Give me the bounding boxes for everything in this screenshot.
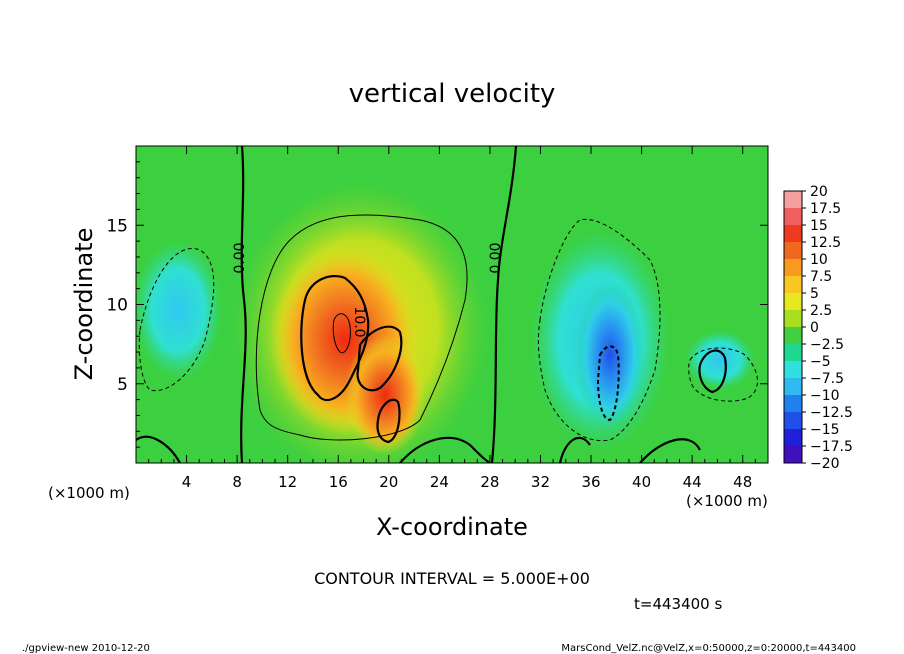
x-tick-label: 32 (531, 473, 550, 491)
contour-15 (332, 313, 351, 354)
x-tick-label: 28 (480, 473, 499, 491)
contour-interval: CONTOUR INTERVAL = 5.000E+00 (314, 569, 590, 588)
chart-title: vertical velocity (349, 79, 556, 109)
heatmap-field (136, 146, 768, 463)
y-axis: 5 10 15 (106, 161, 768, 448)
x-axis-label: X-coordinate (376, 513, 528, 541)
x-tick-label: 20 (379, 473, 398, 491)
x-tick-label: 36 (581, 473, 600, 491)
colorbar-swatch (784, 293, 802, 311)
colorbar-label: −2.5 (810, 337, 844, 353)
x-axis: 4 8 12 16 20 24 28 32 36 40 44 48 (148, 146, 756, 491)
colorbar-label: −15 (810, 422, 840, 438)
y-tick-label: 15 (106, 216, 128, 236)
colorbar-label: 2.5 (810, 303, 832, 319)
colorbar-label: −7.5 (810, 371, 844, 387)
x-unit-left: (×1000 m) (48, 484, 130, 502)
time-label: t=443400 s (634, 595, 722, 613)
contour-lines (136, 146, 758, 463)
colorbar-label: 0 (810, 320, 819, 336)
x-tick-label: 8 (232, 473, 242, 491)
contour-5 (255, 214, 468, 441)
colorbar-label: −10 (810, 388, 840, 404)
colorbar-label: −5 (810, 354, 831, 370)
colorbar-label: 17.5 (810, 201, 841, 217)
x-tick-label: 24 (430, 473, 449, 491)
colorbar-label: 10 (810, 252, 828, 268)
zero-contour-left (240, 146, 247, 463)
colorbar-swatch (784, 344, 802, 362)
colorbar-swatch (784, 242, 802, 260)
colorbar-swatch (784, 412, 802, 430)
neg-contour-left (138, 248, 215, 392)
colorbar-swatch (784, 446, 802, 464)
colorbar-label: −17.5 (810, 439, 853, 455)
x-tick-label: 4 (182, 473, 192, 491)
zero-contour-middle (490, 146, 518, 463)
colorbar-label: −20 (810, 456, 840, 472)
colorbar-swatch (784, 208, 802, 226)
contour-label: 10.0 (351, 306, 367, 337)
colorbar-label: 15 (810, 218, 828, 234)
neg-contour-far-right (688, 347, 758, 402)
x-tick-label: 12 (278, 473, 297, 491)
colorbar-label: 20 (810, 184, 828, 200)
zero-contour-bottom (136, 435, 701, 463)
colorbar-label: 5 (810, 286, 819, 302)
x-tick-label: 40 (632, 473, 651, 491)
colorbar-swatch (784, 378, 802, 396)
contour-label: 0.00 (232, 242, 248, 273)
footer-left: ./gpview-new 2010-12-20 (22, 643, 150, 654)
footer-right: MarsCond_VelZ.nc@VelZ,x=0:50000,z=0:2000… (561, 643, 856, 654)
colorbar-swatch (784, 276, 802, 294)
colorbar-label: −12.5 (810, 405, 853, 421)
x-tick-label: 48 (733, 473, 752, 491)
contour-label: 0.00 (488, 242, 504, 273)
colorbar-swatch (784, 327, 802, 345)
colorbar-swatch (784, 191, 802, 209)
x-tick-label: 44 (683, 473, 702, 491)
colorbar-swatch (784, 429, 802, 447)
zero-contour-blob (698, 349, 727, 394)
x-unit-right: (×1000 m) (686, 492, 768, 510)
contour-labels: 0.00 0.00 10.0 (232, 242, 504, 337)
neg-contour-core (596, 345, 620, 422)
y-tick-label: 5 (117, 375, 128, 395)
contour-10-b (356, 325, 403, 392)
colorbar-swatch (784, 225, 802, 243)
colorbar: 2017.51512.5107.552.50−2.5−5−7.5−10−12.5… (783, 184, 853, 472)
colorbar-swatch (784, 361, 802, 379)
y-axis-label: Z-coordinate (70, 228, 98, 381)
colorbar-swatch (784, 395, 802, 413)
colorbar-swatch (784, 310, 802, 328)
contour-10-c (376, 398, 401, 444)
colorbar-swatch (784, 259, 802, 277)
x-tick-label: 16 (329, 473, 348, 491)
neg-contour-right (537, 218, 661, 442)
colorbar-label: 12.5 (810, 235, 841, 251)
colorbar-label: 7.5 (810, 269, 832, 285)
y-tick-label: 10 (106, 296, 128, 316)
